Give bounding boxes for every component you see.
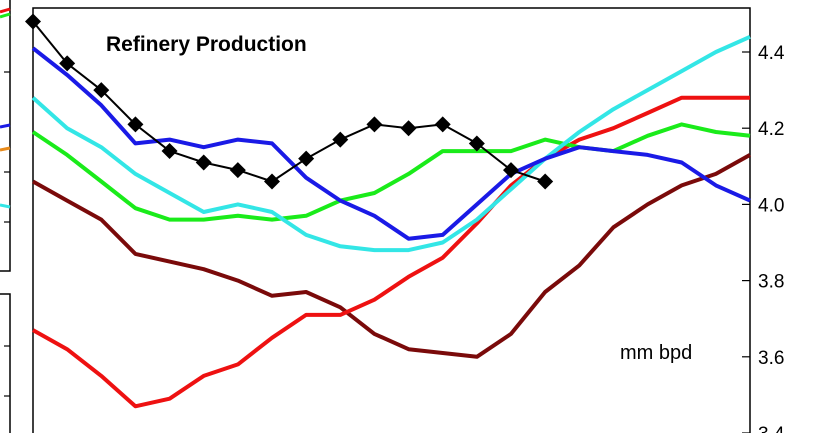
plot-frame bbox=[32, 7, 751, 433]
series-line-3 bbox=[31, 34, 751, 253]
y-tick-label: 4.0 bbox=[758, 195, 784, 216]
series-1-marker bbox=[93, 82, 110, 99]
series-1-marker bbox=[127, 116, 144, 133]
series-1-marker bbox=[161, 143, 178, 160]
left-partial-panel-top-trace-green bbox=[0, 12, 11, 19]
series-1-marker bbox=[25, 13, 41, 30]
series-1-marker bbox=[59, 55, 76, 72]
series-line-2 bbox=[31, 46, 751, 241]
series-1-marker bbox=[264, 173, 280, 190]
chart-title: Refinery Production bbox=[106, 33, 307, 56]
series-1-marker bbox=[400, 120, 417, 137]
left-partial-panel-bottom-ticks bbox=[4, 345, 10, 397]
y-tick-label: 4.4 bbox=[758, 43, 785, 64]
series-line-1 bbox=[32, 20, 546, 183]
series-1-marker bbox=[195, 154, 212, 171]
series-line-5 bbox=[32, 95, 750, 409]
y-tick-label: 3.6 bbox=[758, 348, 784, 369]
series-1-marker bbox=[468, 135, 485, 152]
series-1-marker bbox=[229, 162, 246, 179]
unit-label: mm bpd bbox=[620, 342, 692, 364]
left-partial-panel-top bbox=[0, 0, 11, 272]
series-1-marker bbox=[298, 150, 315, 167]
left-partial-panel-top-trace-blue bbox=[0, 123, 11, 129]
series-1-marker bbox=[537, 173, 554, 190]
y-tick-label: 4.2 bbox=[758, 119, 784, 140]
left-partial-panel-top-trace-red bbox=[0, 7, 11, 14]
series-line-6 bbox=[32, 153, 751, 359]
y-tick-label: 3.4 bbox=[758, 424, 785, 433]
left-partial-panel-bottom bbox=[0, 293, 11, 433]
left-partial-panel-top-trace-cyan bbox=[0, 203, 11, 209]
series-1-marker bbox=[366, 116, 383, 133]
series-line-4 bbox=[31, 122, 751, 222]
left-partial-panels bbox=[0, 0, 11, 433]
series-1-marker bbox=[332, 131, 349, 148]
series-layer bbox=[31, 20, 751, 409]
marker-layer bbox=[25, 13, 554, 190]
left-partial-panel-top-trace-orange bbox=[0, 146, 11, 152]
series-1-marker bbox=[503, 162, 519, 179]
y-axis-ticks: 3.4 3.6 3.8 4.0 4.2 4.4 bbox=[742, 43, 785, 433]
series-1-marker bbox=[434, 116, 451, 133]
left-partial-panel-top-ticks bbox=[4, 71, 10, 223]
y-tick-label: 3.8 bbox=[758, 272, 784, 293]
